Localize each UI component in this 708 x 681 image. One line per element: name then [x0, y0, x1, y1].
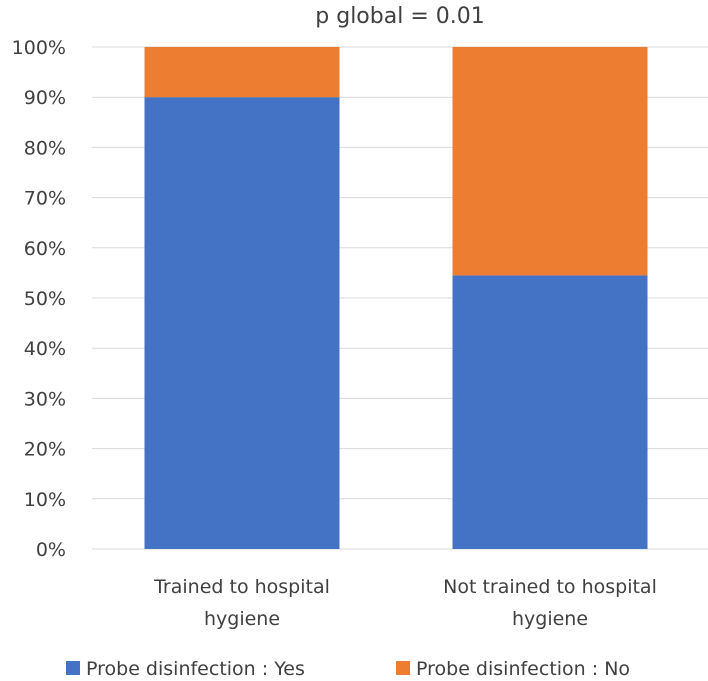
bars	[144, 47, 648, 549]
y-tick-label: 80%	[24, 137, 66, 159]
y-tick-label: 60%	[24, 238, 66, 260]
x-axis-labels: Trained to hospital hygiene Not trained to…	[153, 576, 657, 630]
y-tick-label: 0%	[36, 539, 66, 561]
y-tick-label: 50%	[24, 288, 66, 310]
x-tick-label: Not trained to hospital	[443, 576, 657, 598]
bar-segment	[144, 97, 340, 549]
legend-label: Probe disinfection : No	[416, 658, 630, 680]
y-tick-label: 30%	[24, 388, 66, 410]
y-tick-label: 90%	[24, 87, 66, 109]
x-tick-label: Trained to hospital	[153, 576, 330, 598]
bar-segment	[452, 275, 648, 549]
bar-segment	[144, 47, 340, 98]
legend: Probe disinfection : Yes Probe disinfecti…	[66, 658, 630, 680]
legend-swatch	[66, 661, 80, 675]
y-tick-label: 100%	[12, 37, 66, 59]
legend-swatch	[396, 661, 410, 675]
y-tick-label: 20%	[24, 439, 66, 461]
bar-segment	[452, 47, 648, 276]
x-tick-label: hygiene	[512, 608, 588, 630]
chart-title: p global = 0.01	[315, 4, 484, 29]
y-tick-label: 40%	[24, 338, 66, 360]
y-tick-label: 10%	[24, 489, 66, 511]
x-tick-label: hygiene	[204, 608, 280, 630]
y-tick-label: 70%	[24, 188, 66, 210]
legend-label: Probe disinfection : Yes	[86, 658, 305, 680]
y-axis-ticks: 0% 10% 20% 30% 40% 50% 60% 70% 80% 90% 100%	[12, 37, 66, 561]
